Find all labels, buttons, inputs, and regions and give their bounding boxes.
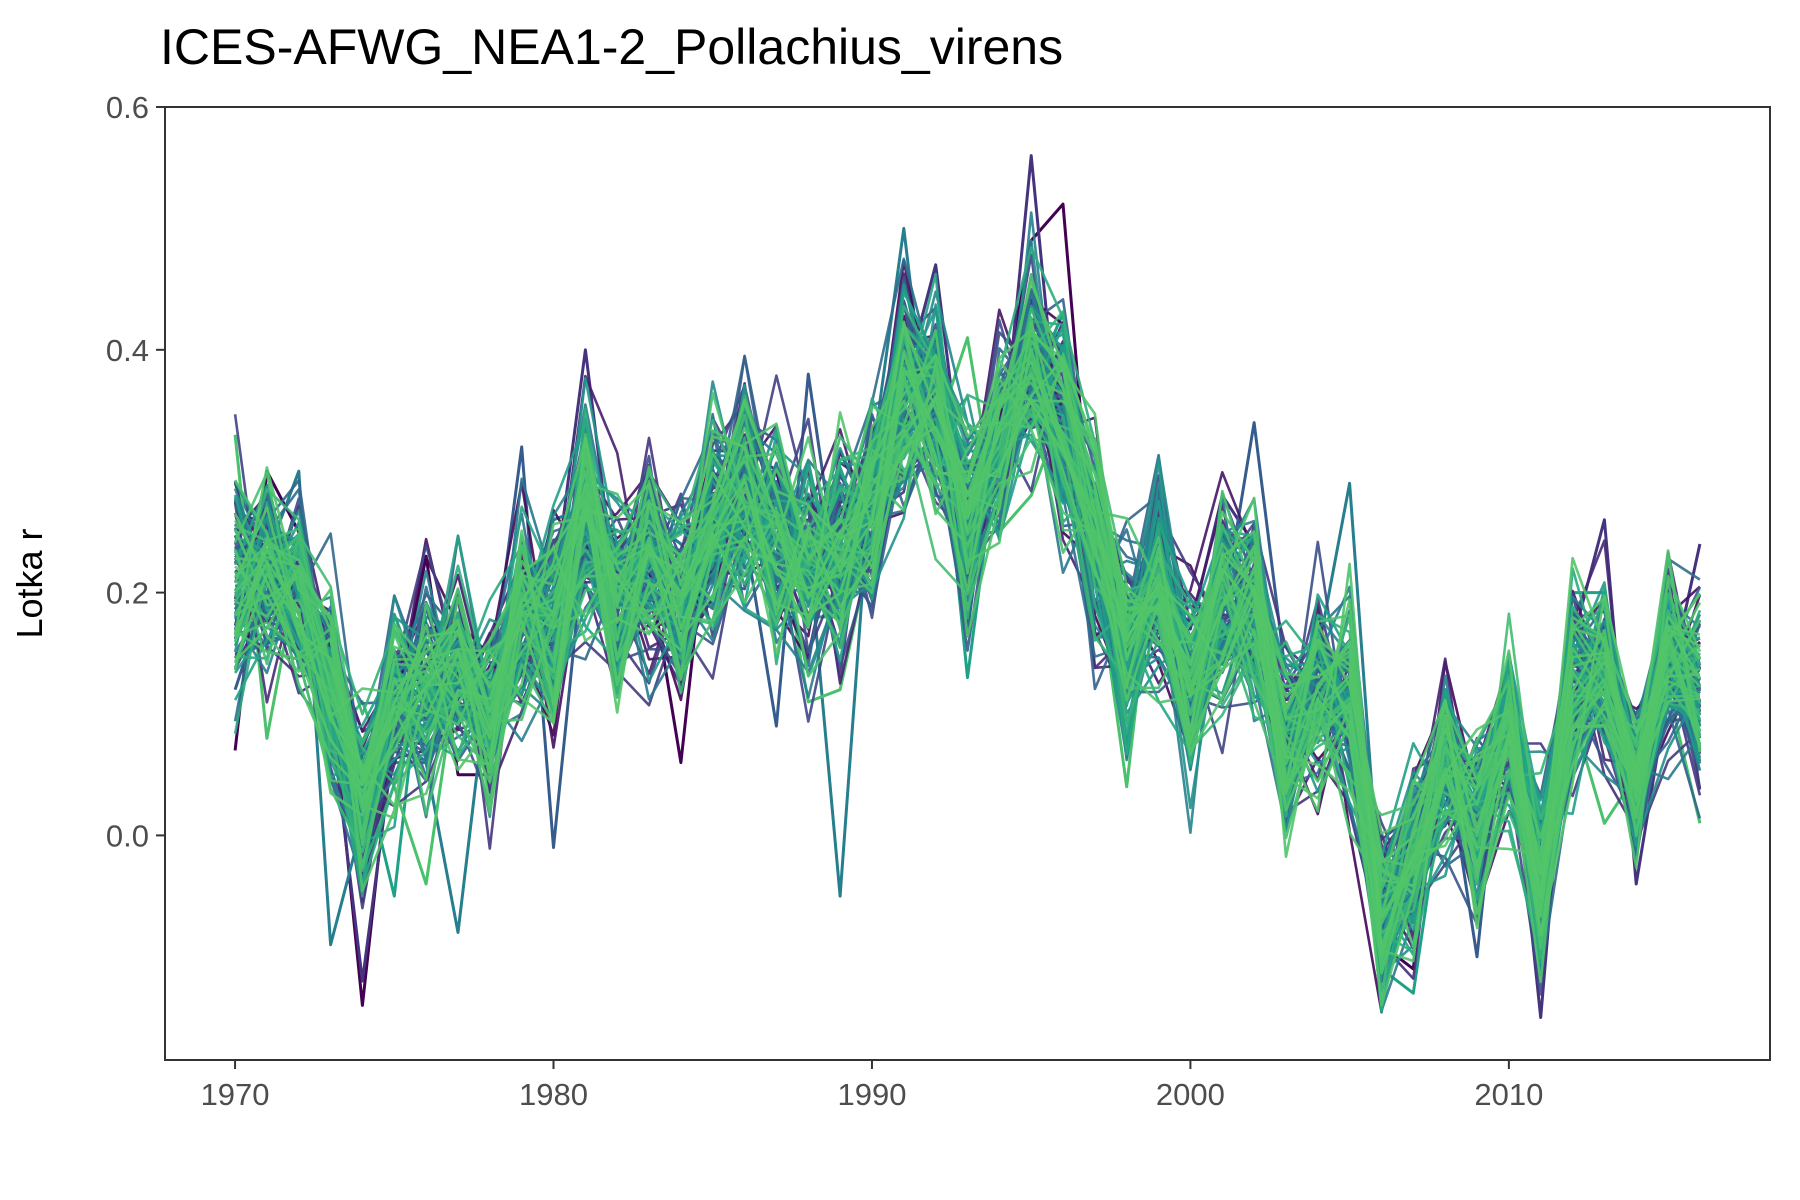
plot-panel-border — [164, 106, 1771, 1061]
x-tick-label-1990: 1990 — [837, 1077, 906, 1112]
y-tick-label-0.2: 0.2 — [106, 576, 149, 611]
ensemble-line-120 — [233, 321, 1701, 930]
x-tick-label-1970: 1970 — [201, 1077, 270, 1112]
axis-layer: 1970 1980 1990 2000 2010 0.0 0.2 0.4 0.6 — [106, 90, 1543, 1112]
ensemble-line-118 — [233, 357, 1700, 949]
ensemble-line-109 — [234, 353, 1701, 919]
series-layer — [233, 154, 1702, 1019]
x-tick-label-2000: 2000 — [1156, 1077, 1225, 1112]
chart-title: ICES-AFWG_NEA1-2_Pollachius_virens — [160, 19, 1064, 75]
ensemble-line-119 — [233, 280, 1702, 920]
ensemble-line-114 — [234, 366, 1702, 937]
ensemble-line-113 — [234, 375, 1701, 959]
x-tick-label-2010: 2010 — [1474, 1077, 1543, 1112]
x-tick-label-1980: 1980 — [519, 1077, 588, 1112]
ensemble-line-115 — [234, 321, 1701, 869]
y-axis-title: Lotka r — [9, 528, 50, 638]
ensemble-line-116 — [233, 372, 1701, 919]
y-tick-label-0.0: 0.0 — [106, 818, 149, 853]
ensemble-line-117 — [233, 360, 1701, 876]
y-tick-label-0.4: 0.4 — [106, 333, 149, 368]
y-tick-label-0.6: 0.6 — [106, 90, 149, 125]
